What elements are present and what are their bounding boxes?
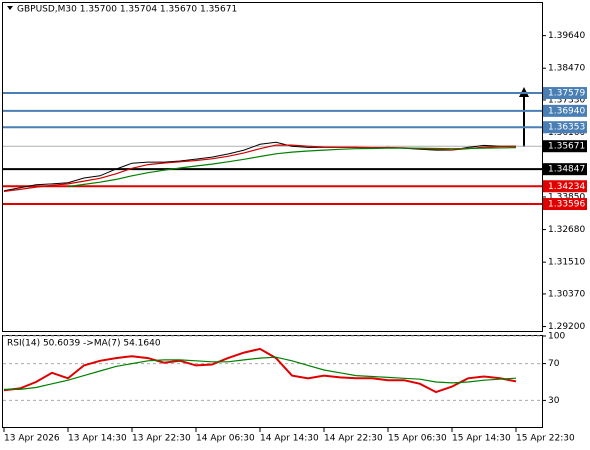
level-label: 1.34847 [548,165,585,175]
level-label-box [543,121,587,134]
y-tick-label: 1.38470 [548,64,585,74]
level-label-box [543,104,587,117]
level-label-box [543,87,587,100]
rsi-title: RSI(14) 50.6039 ->MA(7) 54.1640 [7,339,161,349]
y-tick-label: 30 [548,396,560,406]
x-tick-label: 15 Apr 22:30 [516,434,575,444]
level-label: 1.36940 [548,106,585,116]
x-tick-label: 13 Apr 22:30 [132,434,191,444]
x-tick-label: 14 Apr 06:30 [196,434,255,444]
series-line [3,144,517,192]
current-price-label: 1.35671 [548,142,585,152]
y-tick-label: 1.32680 [548,225,585,235]
level-label: 1.37579 [548,89,585,99]
y-tick-label: 100 [548,332,565,342]
series-line [67,147,517,188]
x-tick-label: 13 Apr 2026 [4,434,60,444]
x-tick-label: 15 Apr 14:30 [452,434,511,444]
menu-triangle [7,6,13,10]
chart-title: GBPUSD,M30 1.35700 1.35704 1.35670 1.356… [17,5,237,15]
y-tick-label: 1.31510 [548,258,585,268]
y-tick-label: 70 [548,359,560,369]
y-tick-label: 1.30370 [548,289,585,299]
level-label: 1.33596 [548,200,585,210]
series-line [3,141,516,192]
y-tick-label: 1.29200 [548,322,585,332]
current-price-box [543,140,587,153]
level-label: 1.36353 [548,123,585,133]
arrow-head [519,87,529,97]
rsi-panel [2,335,543,428]
level-label-box [543,163,587,176]
main-panel [2,2,543,332]
series-line [4,356,517,390]
x-tick-label: 15 Apr 06:30 [388,434,447,444]
y-tick-label: 1.39640 [548,31,585,41]
series-line [3,347,517,394]
level-label-box [543,180,587,193]
x-tick-label: 13 Apr 14:30 [68,434,127,444]
level-label: 1.34234 [548,182,585,192]
y-tick-label: 1.33850 [548,192,585,202]
x-tick-label: 14 Apr 22:30 [324,434,383,444]
x-tick-label: 14 Apr 14:30 [260,434,319,444]
level-label-box [543,198,587,211]
y-tick-label: 1.37330 [548,95,585,105]
